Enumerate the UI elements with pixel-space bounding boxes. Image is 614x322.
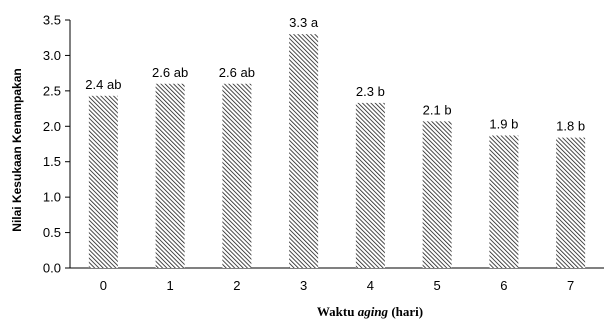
bar-3 — [289, 34, 319, 268]
bar-1 — [155, 83, 185, 269]
bar-7 — [556, 137, 586, 268]
y-axis-title: Nilai Kesukaan Kenampakan — [10, 68, 24, 231]
y-tick-label: 3.0 — [43, 48, 61, 63]
x-tick-label-3: 3 — [300, 278, 307, 293]
bar-0 — [88, 95, 118, 269]
bars — [88, 34, 586, 269]
x-axis-title-italic: aging — [358, 304, 389, 319]
x-tick-label-6: 6 — [500, 278, 507, 293]
data-label-1: 2.6 ab — [152, 65, 188, 80]
y-tick-label: 0.0 — [43, 261, 61, 276]
x-tick-label-2: 2 — [233, 278, 240, 293]
x-tick-label-4: 4 — [367, 278, 374, 293]
x-axis-title: Waktu aging (hari) — [317, 304, 423, 319]
x-axis-title-post: (hari) — [388, 304, 423, 319]
data-labels: 2.4 ab 2.6 ab 2.6 ab 3.3 a 2.3 b 2.1 b 1.9 b 1.… — [85, 15, 585, 133]
bar-4 — [355, 102, 385, 268]
data-label-6: 1.9 b — [489, 116, 518, 131]
y-tick-label: 2.0 — [43, 119, 61, 134]
data-label-7: 1.8 b — [556, 119, 585, 134]
y-tick-label: 1.5 — [43, 154, 61, 169]
x-tick-label-1: 1 — [167, 278, 174, 293]
x-tick-label-0: 0 — [100, 278, 107, 293]
x-tick-label-5: 5 — [434, 278, 441, 293]
x-tick-label-7: 7 — [567, 278, 574, 293]
y-tick-label: 0.5 — [43, 225, 61, 240]
data-label-0: 2.4 ab — [85, 77, 121, 92]
data-label-4: 2.3 b — [356, 84, 385, 99]
y-tick-label: 3.5 — [43, 13, 61, 28]
y-tick-label: 2.5 — [43, 83, 61, 98]
x-axis-title-pre: Waktu — [317, 304, 358, 319]
bar-5 — [422, 121, 452, 268]
y-tick-label: 1.0 — [43, 190, 61, 205]
bar-2 — [222, 83, 252, 269]
bar-6 — [489, 135, 519, 268]
data-label-2: 2.6 ab — [219, 65, 255, 80]
data-label-3: 3.3 a — [289, 15, 319, 30]
x-axis-ticks: 0 1 2 3 4 5 6 7 — [100, 278, 574, 293]
data-label-5: 2.1 b — [423, 102, 452, 117]
y-axis-ticks: 0.0 0.5 1.0 1.5 2.0 2.5 3.0 3.5 — [43, 13, 70, 276]
